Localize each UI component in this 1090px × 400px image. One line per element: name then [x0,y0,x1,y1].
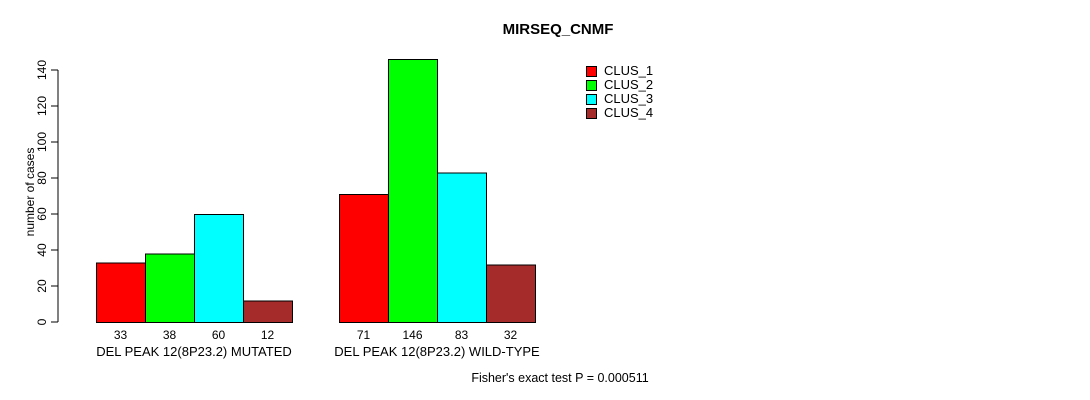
y-axis-tick-label: 20 [35,279,49,293]
legend-swatch-icon [586,93,597,105]
legend-swatch-icon [586,65,597,77]
bar-clus_2-group1 [145,253,195,324]
legend-item: CLUS_4 [586,106,653,120]
bar-value-label: 71 [357,328,371,342]
bar-clus_1-group2 [339,194,389,323]
y-axis-tick-label: 0 [35,318,49,325]
bar-value-label: 83 [455,328,469,342]
bar-clus_4-group2 [486,264,536,323]
bar-clus_1-group1 [96,262,146,324]
bar-value-label: 38 [163,328,177,342]
legend-label: CLUS_3 [604,91,654,106]
legend-swatch-icon [586,107,597,119]
group-label: DEL PEAK 12(8P23.2) MUTATED [96,344,292,359]
legend-item: CLUS_1 [586,64,653,78]
bar-value-label: 33 [114,328,128,342]
bar-clus_4-group1 [243,300,293,323]
chart-title: MIRSEQ_CNMF [502,21,614,38]
bar-clus_3-group1 [194,214,244,323]
bar-clus_3-group2 [437,172,487,323]
bar-value-label: 12 [261,328,275,342]
legend-label: CLUS_2 [604,77,654,92]
y-axis-tick-label: 140 [35,60,49,80]
legend-item: CLUS_3 [586,92,653,106]
legend-label: CLUS_1 [604,63,654,78]
bar-value-label: 146 [402,328,422,342]
legend: CLUS_1 CLUS_2 CLUS_3 CLUS_4 [586,64,653,120]
group-label: DEL PEAK 12(8P23.2) WILD-TYPE [334,344,540,359]
fisher-test-annotation: Fisher's exact test P = 0.000511 [471,371,649,385]
legend-swatch-icon [586,79,597,91]
y-axis-tick-label: 120 [35,96,49,116]
bar-value-label: 32 [504,328,518,342]
y-axis-tick-label: 60 [35,207,49,221]
y-axis-tick-label: 40 [35,243,49,257]
bar-value-label: 60 [212,328,226,342]
legend-label: CLUS_4 [604,105,654,120]
legend-item: CLUS_2 [586,78,653,92]
bar-clus_2-group2 [388,59,438,323]
y-axis-tick-label: 80 [35,171,49,185]
y-axis-tick-label: 100 [35,132,49,152]
